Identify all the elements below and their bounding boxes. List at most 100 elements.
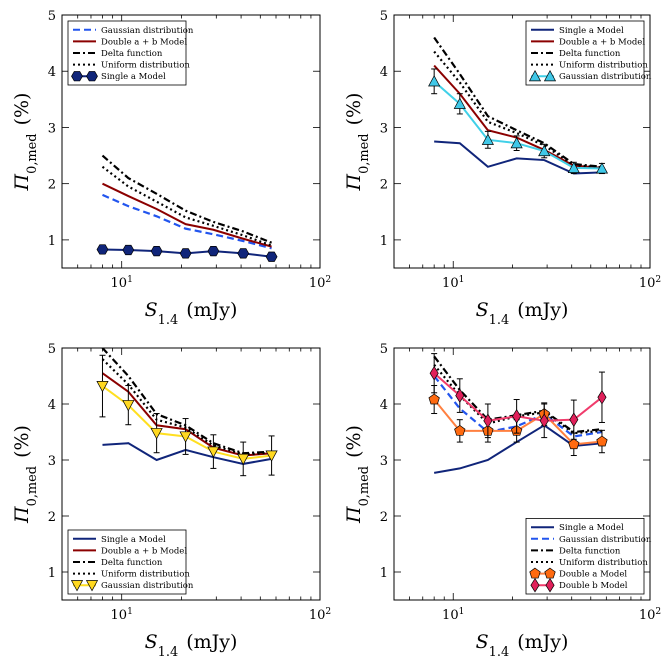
legend-marker [545,577,555,593]
legend-label: Single a Model [101,535,166,545]
series-gaussian-distribution-point [481,133,494,145]
series-double-b-model-point [539,413,549,429]
legend-label: Gaussian distribution [101,26,194,36]
legend-marker [70,580,84,592]
legend-entry: Gaussian distribution [70,580,194,592]
legend-label: Single a Model [101,72,166,82]
legend-label: Delta function [101,49,163,59]
legend-entry: Delta function [73,49,163,59]
series-gaussian-distribution-point [237,453,250,466]
y-tick-label: 4 [48,65,56,80]
legend-entry: Single a Model [531,523,624,533]
y-tick-label: 5 [48,9,56,24]
series-double-b-model-point [483,413,493,429]
x-axis-label: S1.4 (mJy) [476,299,569,328]
y-tick-label: 2 [380,510,388,525]
legend-entry: Double a Model [529,567,627,580]
series-gaussian-distribution-point [510,136,523,149]
legend-marker [543,69,557,82]
axes-frame [61,14,321,269]
series-gaussian-distribution-point [150,428,163,440]
series-gaussian-distribution-point [428,75,441,87]
series-gaussian-distribution-point [207,446,220,458]
axes-frame [61,347,321,601]
legend-label: Double b Model [559,581,628,591]
legend-entry: Delta function [531,49,621,59]
series-gaussian-distribution-line [102,193,272,250]
series-gaussian-distribution-point [122,400,135,412]
legend-entry: Uniform distribution [531,558,648,568]
axes-frame [393,347,651,601]
legend-entry: Single a Model [531,26,624,36]
legend-label: Double a + b Model [101,546,187,556]
y-tick-label: 5 [380,9,388,24]
series-gaussian-distribution-point [453,97,466,109]
x-tick-label: 102 [639,607,661,623]
legend-label: Single a Model [559,523,624,533]
series-gaussian-distribution-point [96,381,109,393]
panel-bottom-right: 1 2 3 4 5 101 102 S1.4 (mJy) Π0,med (%) Single a … [343,342,661,660]
x-axis-label: S1.4 (mJy) [145,631,238,660]
legend-entry: Double a + b Model [531,37,645,47]
legend-label: Uniform distribution [559,558,648,568]
series-double-b-model-point [512,409,522,424]
series-single-a-model-point [150,246,163,257]
plot-area [96,154,278,262]
x-axis-label: S1.4 (mJy) [145,299,238,328]
series-single-a-model-point [265,251,278,262]
legend-label: Double a + b Model [101,37,187,47]
series-single-a-model-point [237,248,250,259]
series-single-a-model-point [207,246,220,257]
y-axis-label: Π0,med (%) [343,93,372,192]
y-tick-label: 3 [48,454,56,469]
series-double-b-model-point [569,412,579,427]
series-double-a-model-point [568,438,580,450]
series-double-b-model-point [597,390,607,405]
legend-entry: Double a + b Model [73,546,187,556]
legend-entry: Delta function [531,546,621,556]
panel-top-right: 1 2 3 4 5 101 102 S1.4 (mJy) Π0,med (%) Single a … [343,9,661,328]
legend-label: Gaussian distribution [101,581,194,591]
legend-label: Delta function [559,49,621,59]
y-tick-label: 4 [48,398,56,413]
y-tick-label: 1 [48,566,56,581]
y-tick-label: 2 [380,178,388,193]
x-tick-label: 101 [111,607,133,623]
x-tick-label: 102 [309,607,331,623]
y-tick-label: 3 [380,121,388,136]
y-tick-label: 5 [380,342,388,357]
legend-marker [530,577,540,593]
legend-entry: Single a Model [71,71,166,82]
series-delta-function-line [101,154,272,244]
series-double-b-model-point [429,365,439,381]
series-double-a-b-model-line [102,182,272,248]
legend-label: Uniform distribution [559,61,648,71]
series-gaussian-distribution-point [595,162,609,174]
x-tick-label: 102 [309,275,331,291]
series-single-a-model-point [122,244,135,256]
x-tick-label: 101 [442,607,464,623]
legend-marker [86,71,98,82]
y-axis-label: Π0,med (%) [11,93,40,192]
legend-label: Double a Model [559,570,627,580]
legend-label: Double a + b Model [559,37,645,47]
axes-frame [393,14,651,269]
legend-entry: Gaussian distribution [73,26,194,36]
y-axis-label: Π0,med (%) [343,425,372,524]
series-double-a-model-point [596,435,608,447]
y-tick-label: 1 [380,566,388,581]
legend-entry: Gaussian distribution [531,535,652,545]
series-single-a-model-point [96,244,109,255]
series-gaussian-distribution-point [538,144,551,157]
plot-area [428,36,609,175]
y-tick-label: 3 [48,121,56,136]
series-gaussian-distribution-point [179,431,192,443]
y-tick-label: 4 [380,65,388,80]
series-gaussian-distribution-point [567,161,580,173]
legend-marker [85,580,99,592]
y-tick-label: 1 [48,234,56,249]
x-tick-label: 102 [639,275,661,291]
legend-label: Single a Model [559,26,624,36]
